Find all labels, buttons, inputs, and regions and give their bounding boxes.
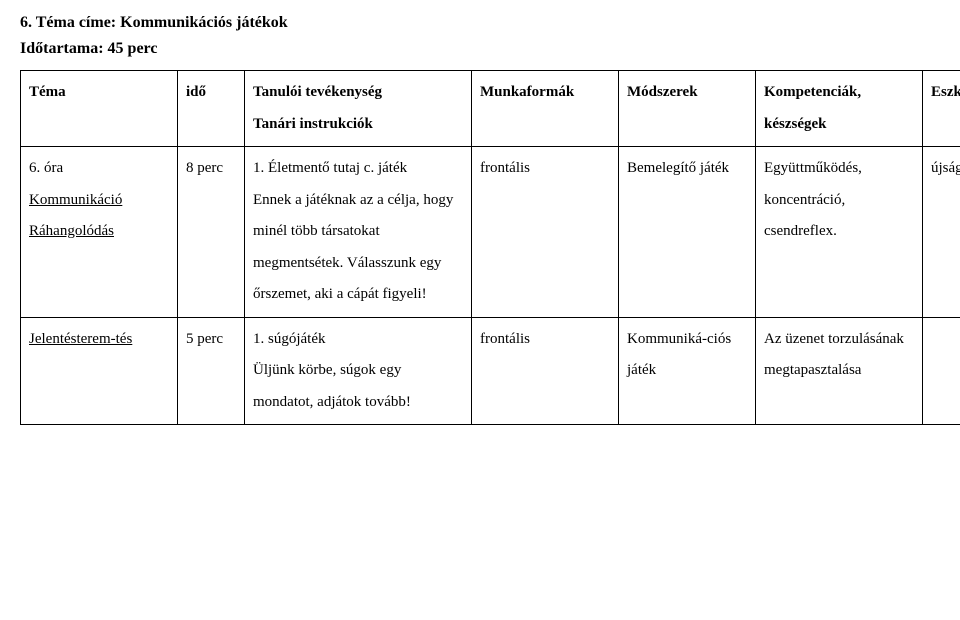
- col-kompetenciak-header: Kompetenciák, készségek: [756, 71, 923, 147]
- col-ido-header: idő: [178, 71, 245, 147]
- col-tema-header: Téma: [21, 71, 178, 147]
- cell-eszk-2: [923, 317, 960, 425]
- tema-kommunikacio: Kommunikáció: [29, 192, 122, 208]
- cell-komp-1: Együttműködés, koncentráció, csendreflex…: [756, 147, 923, 318]
- table-row: 6. óra Kommunikáció Ráhangolódás 8 perc …: [21, 147, 960, 318]
- lesson-plan-table: Téma idő Tanulói tevékenység Tanári inst…: [20, 70, 960, 425]
- cell-tema-2: Jelentésterem-tés: [21, 317, 178, 425]
- cell-tev-1: 1. Életmentő tutaj c. játék Ennek a játé…: [245, 147, 472, 318]
- col6-line1: Kompetenciák,: [764, 84, 861, 100]
- col-tevekenyseg-header: Tanulói tevékenység Tanári instrukciók: [245, 71, 472, 147]
- table-header-row: Téma idő Tanulói tevékenység Tanári inst…: [21, 71, 960, 147]
- tema-jelentesteremtes: Jelentésterem-tés: [29, 331, 132, 347]
- cell-munka-2: frontális: [472, 317, 619, 425]
- col3-line2: Tanári instrukciók: [253, 116, 373, 132]
- cell-komp-2: Az üzenet torzulásának megtapasztalása: [756, 317, 923, 425]
- cell-ido-2: 5 perc: [178, 317, 245, 425]
- topic-title: 6. Téma címe: Kommunikációs játékok: [20, 14, 940, 32]
- col6-line2: készségek: [764, 116, 827, 132]
- cell-eszk-1: újságpapírok: [923, 147, 960, 318]
- table-row: Jelentésterem-tés 5 perc 1. súgójáték Ül…: [21, 317, 960, 425]
- cell-ido-1: 8 perc: [178, 147, 245, 318]
- cell-tema-1: 6. óra Kommunikáció Ráhangolódás: [21, 147, 178, 318]
- duration-line: Időtartama: 45 perc: [20, 40, 940, 58]
- cell-modszer-2: Kommuniká-ciós játék: [619, 317, 756, 425]
- cell-munka-1: frontális: [472, 147, 619, 318]
- col-munkaformak-header: Munkaformák: [472, 71, 619, 147]
- cell-modszer-1: Bemelegítő játék: [619, 147, 756, 318]
- tema-6ora: 6. óra: [29, 160, 63, 176]
- col3-line1: Tanulói tevékenység: [253, 84, 382, 100]
- col-eszkozok-header: Eszközök: [923, 71, 960, 147]
- tema-rahangolodas: Ráhangolódás: [29, 223, 114, 239]
- cell-tev-2: 1. súgójáték Üljünk körbe, súgok egy mon…: [245, 317, 472, 425]
- col-modszerek-header: Módszerek: [619, 71, 756, 147]
